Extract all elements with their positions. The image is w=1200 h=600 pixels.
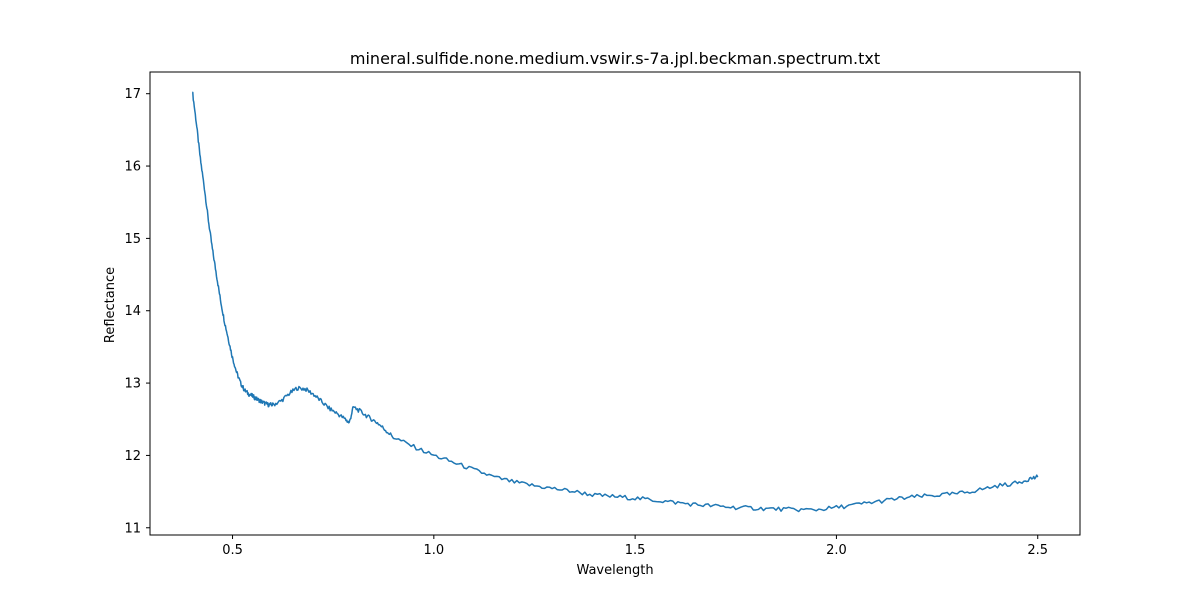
x-tick-label: 1.5 xyxy=(625,543,646,558)
x-axis-ticks: 0.5 1.0 1.5 2.0 2.5 xyxy=(222,535,1048,558)
x-axis-label: Wavelength xyxy=(576,563,653,578)
chart-title: mineral.sulfide.none.medium.vswir.s-7a.j… xyxy=(350,49,880,68)
x-tick-label: 2.0 xyxy=(826,543,847,558)
x-tick-label: 2.5 xyxy=(1027,543,1048,558)
y-tick-label: 13 xyxy=(124,377,141,392)
y-tick-label: 15 xyxy=(124,232,141,247)
series-line-0 xyxy=(192,91,1039,513)
y-tick-label: 14 xyxy=(124,304,141,319)
y-tick-label: 17 xyxy=(124,87,141,102)
plot-area xyxy=(149,71,1081,536)
y-tick-label: 16 xyxy=(124,160,141,175)
y-tick-label: 12 xyxy=(124,449,141,464)
plot-frame xyxy=(149,71,1081,536)
x-tick-label: 1.0 xyxy=(423,543,444,558)
y-tick-label: 11 xyxy=(124,521,141,536)
y-axis-ticks: 11 12 13 14 15 16 17 xyxy=(124,87,150,536)
x-tick-label: 0.5 xyxy=(222,543,243,558)
y-axis-label: Reflectance xyxy=(103,267,118,343)
